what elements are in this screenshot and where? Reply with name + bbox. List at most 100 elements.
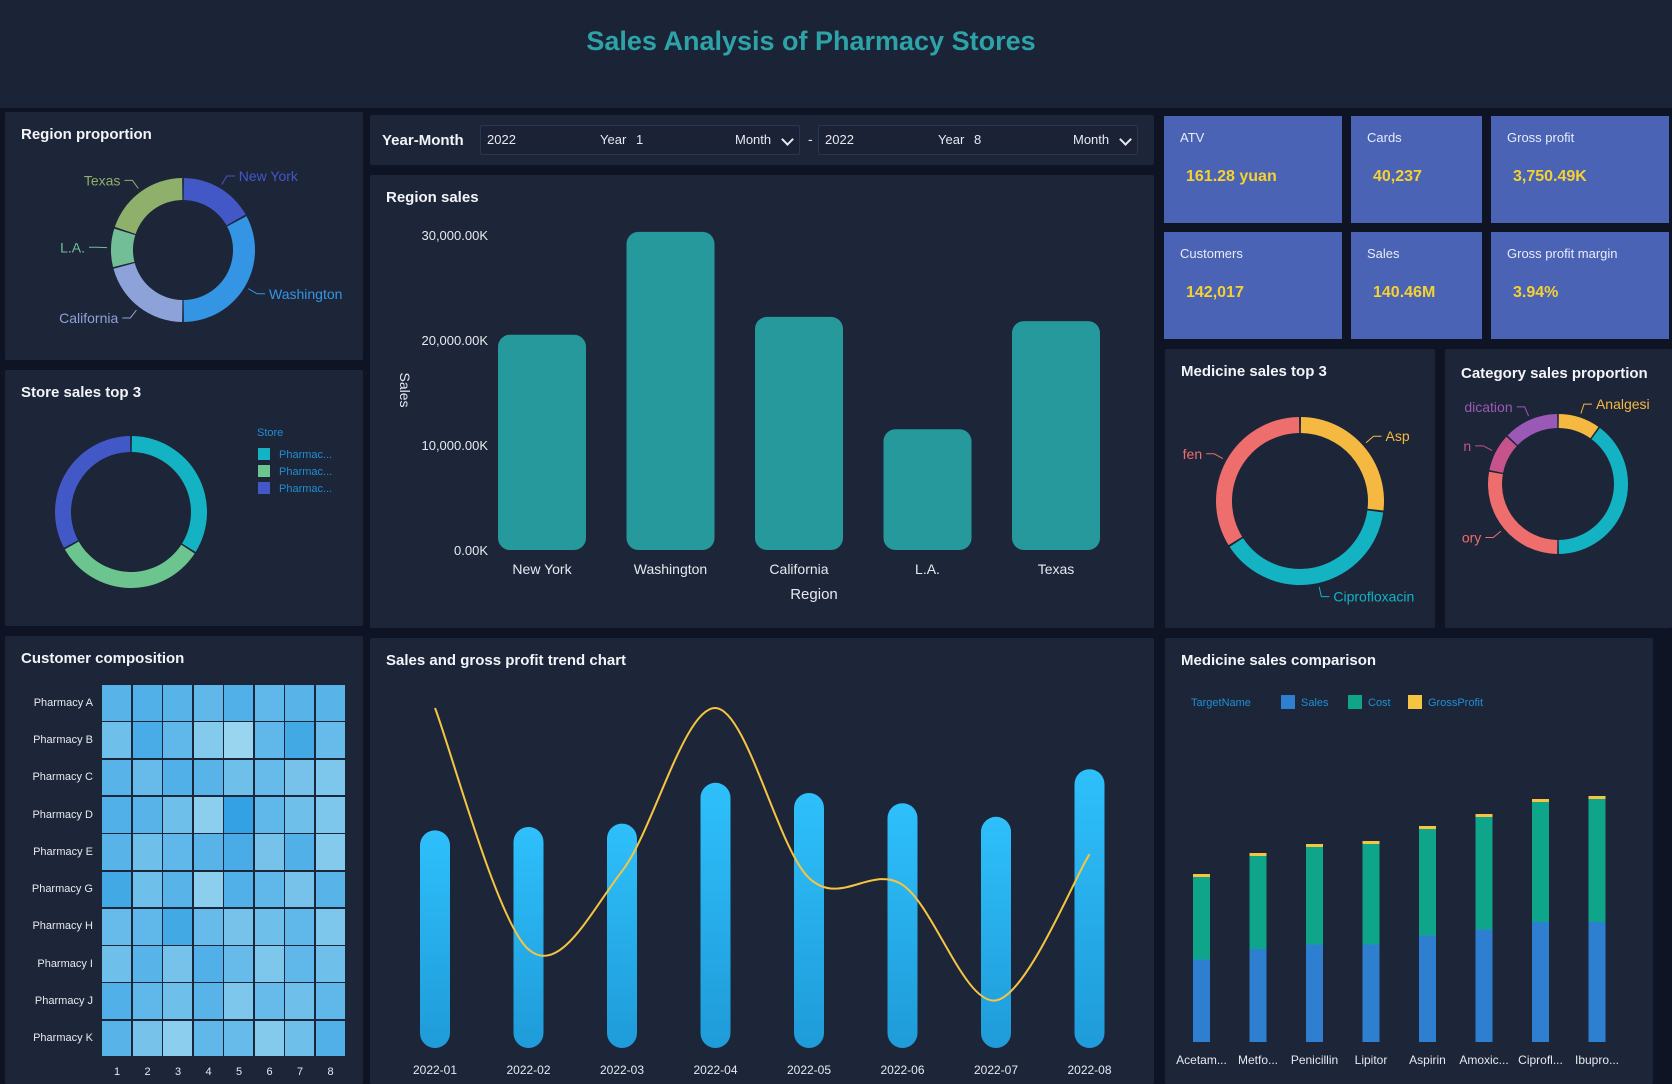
medcmp-xtick-0: Acetam... [1176,1053,1227,1067]
trend-xtick-3: 2022-04 [693,1063,737,1077]
donut-label-2: ory [1462,530,1481,546]
heatmap-cell [163,796,192,833]
heatmap-cell [285,908,314,945]
medcmp-bar-grossprofit-0 [1193,874,1210,877]
heatmap-cell [285,796,314,833]
donut-slice-2 [55,436,131,548]
region-sales-xtick-1: Washington [634,561,707,577]
end-date-select[interactable]: 2022 Year 8 Month [818,125,1138,155]
heatmap-cell [285,946,314,982]
region-proportion-chart: New York Washington California L.A. Texas [59,168,342,326]
region-sales-xtick-0: New York [512,561,572,577]
donut-slice-3 [1489,436,1517,473]
heatmap-cell [132,871,162,908]
medcmp-xtick-3: Lipitor [1355,1053,1388,1067]
donut-label-1: Ciprofloxacin [1333,589,1414,605]
medcmp-bar-sales-3 [1362,944,1380,1042]
page-title: Sales Analysis of Pharmacy Stores [586,26,1036,56]
donut-label-2: fen [1183,446,1202,462]
heatmap-row-label: Pharmacy D [32,808,93,821]
region-sales-xtick-2: California [769,561,828,577]
donut-leader-3 [1475,445,1493,451]
donut-slice-4 [1507,414,1558,446]
region-sales-xlabel: Region [790,586,838,603]
donut-label-0: Asp [1386,428,1410,444]
kpi-gross-profit: Gross profit 3,750.49K [1491,116,1669,223]
medicine-comparison-title: Medicine sales comparison [1181,652,1377,669]
heatmap-cell [224,685,253,721]
date-range-separator: - [808,131,813,147]
region-sales-bar-4 [1012,321,1100,550]
kpi-atv-value: 161.28 yuan [1186,168,1277,185]
heatmap-cell [132,722,162,759]
donut-label-1: Washington [269,286,342,302]
store-legend-title: Store [257,427,283,439]
medcmp-legend-swatch-0 [1281,695,1295,709]
heatmap-col-label: 3 [174,1066,182,1078]
store-legend-label-1: Pharmac... [279,466,332,478]
heatmap-cell [285,1020,314,1057]
region-sales-ytick: 10,000.00K [421,438,488,453]
category-sales-title: Category sales proportion [1461,365,1648,382]
kpi-sales-value: 140.46M [1373,284,1436,301]
kpi-customers-label: Customers [1180,246,1243,261]
heatmap-cell [315,759,345,796]
medcmp-legend-title: TargetName [1191,697,1251,709]
heatmap-row-label: Pharmacy H [32,920,93,933]
medcmp-bar-cost-5 [1475,817,1493,930]
kpi-gross-profit-margin-value: 3.94% [1513,284,1559,301]
medicine-sales-top3-title: Medicine sales top 3 [1181,363,1327,380]
medcmp-bar-grossprofit-4 [1419,826,1436,829]
store-legend-label-2: Pharmac... [279,483,332,495]
medcmp-legend-swatch-1 [1348,695,1362,709]
heatmap-col-label: 6 [266,1066,273,1078]
heatmap-cell [163,946,192,982]
medcmp-bar-sales-1 [1249,949,1267,1042]
medcmp-xtick-7: Ibupro... [1575,1053,1619,1067]
start-date-select[interactable]: 2022 Year 1 Month [480,125,800,155]
medicine-sales-top3-chart: Asp Ciprofloxacin fen [1183,417,1414,605]
donut-slice-4 [114,178,183,234]
donut-label-4: dication [1464,399,1512,415]
heatmap-col-label: 2 [144,1066,151,1078]
heatmap-cell [132,983,162,1020]
heatmap-cell [315,871,345,908]
heatmap-col-label: 7 [296,1066,304,1078]
region-proportion-panel: Region proportion New York Washington Cali… [5,112,363,360]
medicine-comparison-panel: Medicine sales comparison TargetName Sale… [1165,638,1653,1084]
donut-slice-0 [131,436,207,552]
region-proportion-title: Region proportion [21,126,152,143]
donut-leader-1 [1318,586,1330,598]
heatmap-cell [285,834,314,870]
start-month-label: Month [735,132,772,147]
heatmap-cell [254,759,284,796]
kpi-atv: ATV 161.28 yuan [1164,116,1342,223]
heatmap-cell [102,722,131,759]
heatmap-row-label: Pharmacy I [37,957,93,970]
heatmap-cell [132,759,162,796]
heatmap-cell [254,685,284,721]
trend-chart: 2022-01 2022-02 2022-03 2022-04 2022-05 2022-… [413,706,1112,1077]
region-sales-ylabel: Sales [397,372,413,407]
donut-slice-1 [1229,510,1384,585]
heatmap-cell [193,946,223,982]
heatmap-cell [102,759,131,796]
trend-bar-3 [700,782,731,1048]
heatmap-row-label: Pharmacy C [32,771,93,784]
medcmp-legend-label-0: Sales [1301,697,1329,709]
medcmp-bar-grossprofit-1 [1249,853,1267,856]
trend-bar-2 [607,823,637,1048]
chevron-down-icon [781,133,794,146]
heatmap-cell [102,983,131,1020]
donut-label-3: L.A. [60,239,85,255]
heatmap-cell [132,908,162,945]
heatmap-cell [102,908,131,945]
trend-chart-title: Sales and gross profit trend chart [386,652,627,669]
store-sales-chart: Store Pharmac... Pharmac... Pharmac... [55,427,332,588]
heatmap-cell [193,685,223,721]
heatmap-cell [224,759,253,796]
trend-xtick-2: 2022-03 [600,1063,644,1077]
store-sales-panel: Store sales top 3 Store Pharmac... Pharmac… [5,370,363,626]
dashboard-header: Sales Analysis of Pharmacy Stores [0,0,1672,108]
store-legend-swatch-2 [258,482,270,494]
